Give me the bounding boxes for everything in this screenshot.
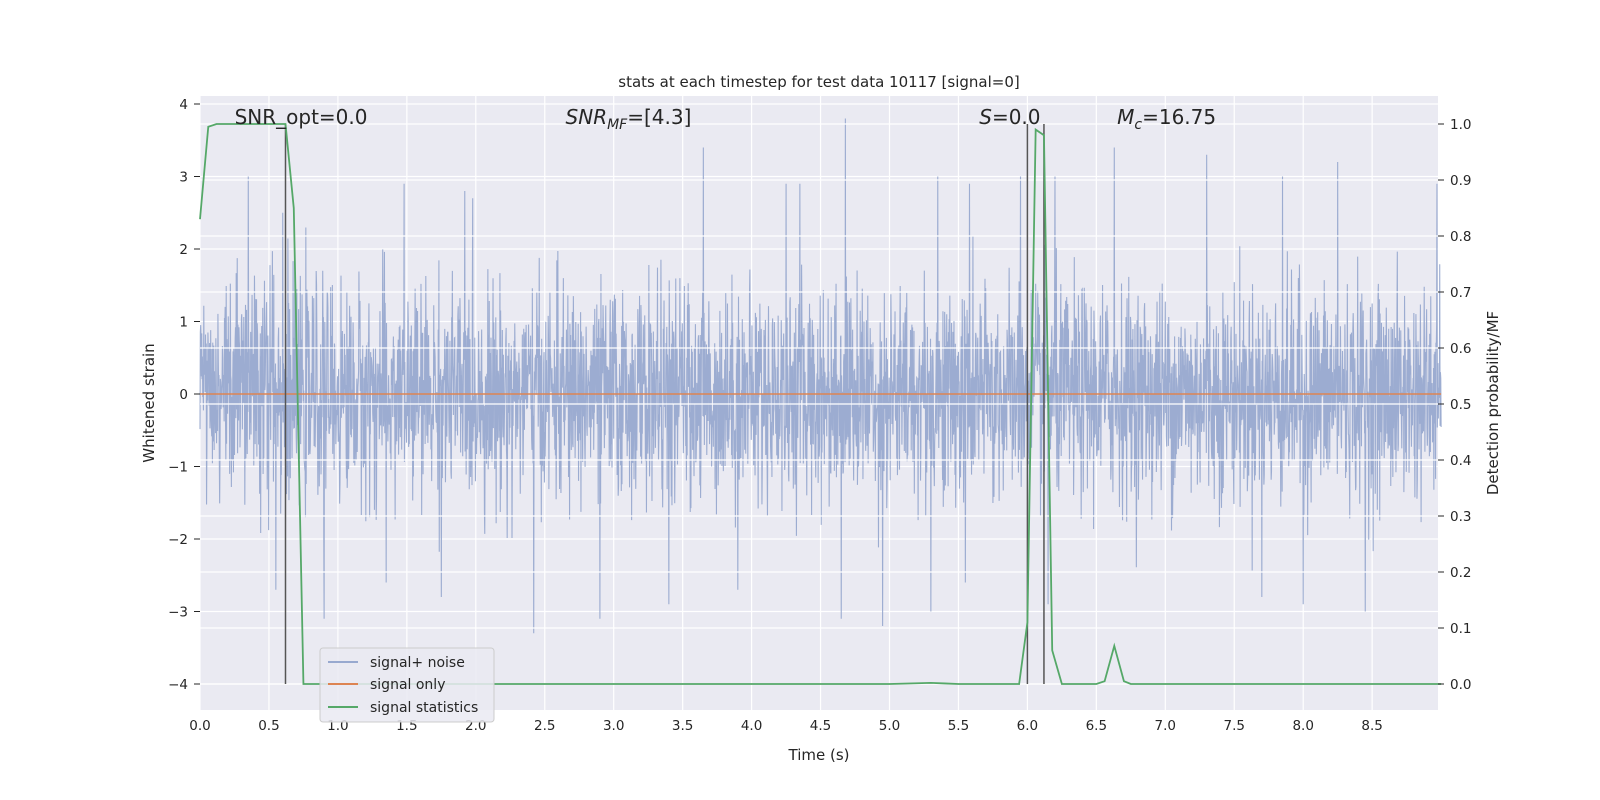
y-tick-label: −3 <box>168 605 188 621</box>
x-axis-label: Time (s) <box>788 746 850 764</box>
y2-tick-label: 0.1 <box>1450 621 1471 637</box>
y2-tick-label: 0.8 <box>1450 229 1471 245</box>
y2-tick-label: 0.0 <box>1450 677 1471 693</box>
x-tick-label: 8.5 <box>1361 718 1382 734</box>
y2-axis-label: Detection probability/MF <box>1484 311 1502 495</box>
y-tick-label: 1 <box>179 315 188 331</box>
x-tick-label: 7.0 <box>1155 718 1176 734</box>
x-tick-label: 4.5 <box>810 718 831 734</box>
x-tick-label: 0.5 <box>258 718 279 734</box>
x-tick-label: 6.5 <box>1086 718 1107 734</box>
x-tick-label: 4.0 <box>741 718 762 734</box>
x-tick-label: 2.5 <box>534 718 555 734</box>
signal-noise-line <box>199 118 1442 634</box>
y2-tick-label: 0.5 <box>1450 397 1471 413</box>
annotations: SNR_opt=0.0 SNRMF=[4.3] S=0.0 Mc=16.75 <box>235 105 1217 133</box>
y2-tick-label: 1.0 <box>1450 117 1471 133</box>
y2-axis-ticks: 0.0 0.1 0.2 0.3 0.4 0.5 0.6 0.7 0.8 0.9 1.0 <box>1438 117 1471 693</box>
x-tick-label: 5.5 <box>948 718 969 734</box>
y-tick-label: 2 <box>179 242 188 258</box>
y-axis-ticks: −4 −3 −2 −1 0 1 2 3 4 <box>168 97 200 693</box>
x-tick-label: 0.0 <box>189 718 210 734</box>
y-tick-label: 4 <box>179 97 188 113</box>
y-axis-label: Whitened strain <box>140 343 158 462</box>
chart-title: stats at each timestep for test data 101… <box>618 73 1019 91</box>
x-tick-label: 8.0 <box>1292 718 1313 734</box>
legend-label-noise: signal+ noise <box>370 655 465 671</box>
legend-label-stats: signal statistics <box>370 700 478 716</box>
x-tick-label: 5.0 <box>879 718 900 734</box>
annotation-snr-mf: SNRMF=[4.3] <box>566 105 692 133</box>
x-axis-ticks: 0.0 0.5 1.0 1.5 2.0 2.5 3.0 3.5 4.0 4.5 5.0 5.5 6.0 6… <box>189 718 1383 734</box>
y2-tick-label: 0.9 <box>1450 173 1471 189</box>
legend-box <box>319 647 495 723</box>
x-tick-label: 3.0 <box>603 718 624 734</box>
legend: signal+ noise signal only signal statist… <box>319 647 495 723</box>
y-tick-label: 0 <box>179 387 188 403</box>
annotation-s-stat: S=0.0 <box>979 105 1040 129</box>
y-tick-label: −1 <box>168 460 188 476</box>
y-tick-label: −4 <box>168 677 188 693</box>
y2-tick-label: 0.2 <box>1450 565 1471 581</box>
series-signal-noise <box>199 118 1442 634</box>
x-tick-label: 7.5 <box>1224 718 1245 734</box>
series-signal-statistics <box>199 123 1442 685</box>
legend-label-signal: signal only <box>370 677 445 693</box>
y2-tick-label: 0.4 <box>1450 453 1471 469</box>
grid-overlay <box>200 123 1438 685</box>
y2-tick-label: 0.6 <box>1450 341 1471 357</box>
x-tick-label: 3.5 <box>672 718 693 734</box>
y-tick-label: 3 <box>179 170 188 186</box>
y2-tick-label: 0.3 <box>1450 509 1471 525</box>
y2-tick-label: 0.7 <box>1450 285 1471 301</box>
x-tick-label: 6.0 <box>1017 718 1038 734</box>
annotation-snr-opt: SNR_opt=0.0 <box>235 105 368 129</box>
y-tick-label: −2 <box>168 532 188 548</box>
signal-statistics-line <box>199 123 1442 685</box>
annotation-mc: Mc=16.75 <box>1117 105 1216 133</box>
